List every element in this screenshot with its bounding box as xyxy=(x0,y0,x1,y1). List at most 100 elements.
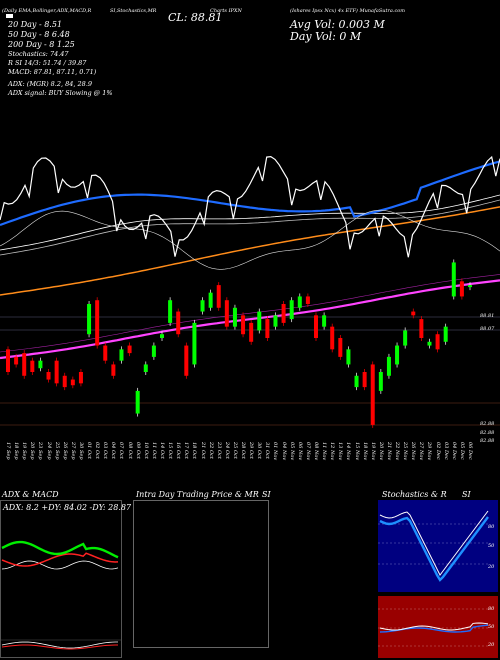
price-close-line xyxy=(0,155,500,258)
avg-volume: Avg Vol: 0.003 M xyxy=(290,18,385,31)
date-label: 01 Oct xyxy=(86,442,93,459)
candle-body xyxy=(95,300,100,346)
date-label: 17 Oct xyxy=(183,442,190,459)
candle-body xyxy=(265,319,270,338)
candle-body xyxy=(395,345,400,365)
candle-body xyxy=(119,349,124,361)
date-label: 03 Oct xyxy=(102,442,109,459)
candle-body xyxy=(184,345,189,376)
date-label: 16 Oct xyxy=(175,442,182,459)
candle-body xyxy=(378,372,383,391)
candle-body xyxy=(354,375,359,388)
date-label: 18 Sep xyxy=(13,442,20,460)
candle-body xyxy=(411,311,416,316)
date-label: 26 Nov xyxy=(410,442,417,461)
date-label: 07 Oct xyxy=(118,442,125,459)
stoch-si-label: SI xyxy=(462,490,471,499)
rsi-label: R SI 14/3: 51.74 / 39.87 xyxy=(8,59,87,67)
candle-body xyxy=(127,345,132,354)
candle-body xyxy=(54,360,59,384)
date-label: 02 Oct xyxy=(94,442,101,459)
date-axis: 17 Sep 18 Sep 19 Sep 20 Sep 23 Sep 24 Sep 25 S… xyxy=(0,440,500,480)
candle-body xyxy=(14,356,19,365)
ema50-label: 50 Day - 8 6.48 xyxy=(8,30,70,39)
candle-body xyxy=(459,281,464,297)
date-label: 01 Nov xyxy=(272,442,279,461)
candle-body xyxy=(338,338,343,357)
header-line1b: SI,Stochastics,MR xyxy=(110,8,157,14)
date-label: 11 Oct xyxy=(150,442,157,459)
date-label: 09 Oct xyxy=(134,442,141,459)
candle-body xyxy=(135,390,140,414)
candle-body xyxy=(151,345,156,357)
candle-body xyxy=(362,372,367,388)
date-label: 29 Nov xyxy=(426,442,433,461)
intraday-si-label: SI xyxy=(262,490,271,499)
price-label-5: 82.88 xyxy=(480,438,495,444)
date-label: 17 Sep xyxy=(5,442,11,460)
source-label: (Ishares Ipsx Ncx) 4x ETF) MunafaSutra.c… xyxy=(290,8,406,14)
candle-body xyxy=(443,326,448,342)
stoch-tick-50: 50 xyxy=(488,543,495,549)
candle-body xyxy=(403,330,408,346)
candle-body xyxy=(168,300,173,323)
date-label: 25 Oct xyxy=(231,442,238,459)
date-label: 22 Nov xyxy=(394,442,401,461)
date-label: 26 Sep xyxy=(61,442,68,460)
ema20-line xyxy=(0,160,500,227)
date-label: 05 Nov xyxy=(288,442,295,461)
date-label: 19 Nov xyxy=(369,442,376,461)
date-label: 27 Sep xyxy=(69,442,76,460)
date-label: 30 Oct xyxy=(256,442,263,459)
signal-dotted-line xyxy=(0,209,500,270)
macd-label: MACD: 87.81, 87.11, 0.71) xyxy=(8,68,97,76)
date-label: 03 Dec xyxy=(442,442,449,460)
ema50-line xyxy=(0,194,500,251)
candle-body xyxy=(468,285,472,288)
bollinger-line xyxy=(0,279,500,360)
candle-body xyxy=(427,341,432,346)
indicator-lines xyxy=(0,155,500,360)
candle-body xyxy=(249,322,254,342)
date-label: 04 Nov xyxy=(280,442,287,461)
candle-body xyxy=(386,356,391,376)
candle-body xyxy=(62,375,67,388)
candle-body xyxy=(208,292,213,308)
date-label: 04 Dec xyxy=(450,442,457,460)
header-line1: (Daily EMA,Bollinger,ADX,MACD,R xyxy=(2,8,92,14)
candle-body xyxy=(78,372,83,384)
candle-body xyxy=(200,300,205,312)
price-label-1: 88.81 xyxy=(480,313,495,319)
candle-body xyxy=(305,296,310,304)
stochastics-label: Stochastics: 74.47 xyxy=(8,50,69,58)
date-label: 28 Oct xyxy=(240,442,247,459)
candle-body xyxy=(322,315,327,327)
date-label: 24 Sep xyxy=(45,442,52,460)
date-label: 10 Oct xyxy=(142,442,149,459)
candle-body xyxy=(38,360,43,369)
ema200-label: 200 Day - 8 1.25 xyxy=(8,40,75,49)
rsi-tick-50: 50 xyxy=(488,624,495,630)
date-label: 21 Oct xyxy=(199,442,206,459)
date-label: 14 Nov xyxy=(345,442,352,461)
candle-body xyxy=(419,319,424,338)
close-label: CL: 88.81 xyxy=(168,11,223,24)
candle-body xyxy=(330,326,335,350)
price-label-2: 88.07 xyxy=(480,326,495,332)
candle-body xyxy=(70,379,75,386)
date-label: 05 Dec xyxy=(458,442,465,460)
date-label: 30 Sep xyxy=(77,442,84,460)
adx-panel-title: ADX & MACD xyxy=(2,490,59,499)
candle-body xyxy=(103,345,108,361)
price-label-4: 82.88 xyxy=(480,430,495,436)
candle-body xyxy=(435,334,440,350)
candle-body xyxy=(346,349,351,365)
date-label: 15 Oct xyxy=(167,442,174,459)
candle-body xyxy=(192,322,197,365)
intraday-panel-title: Intra Day Trading Price & MR xyxy=(136,490,259,499)
candle-body xyxy=(224,300,229,327)
adx-macd-panel: ADX: 8.2 +DY: 84.02 -DY: 28.87 xyxy=(0,500,131,658)
date-label: 11 Nov xyxy=(321,442,328,461)
date-label: 13 Nov xyxy=(337,442,344,461)
date-label: 12 Nov xyxy=(329,442,336,461)
